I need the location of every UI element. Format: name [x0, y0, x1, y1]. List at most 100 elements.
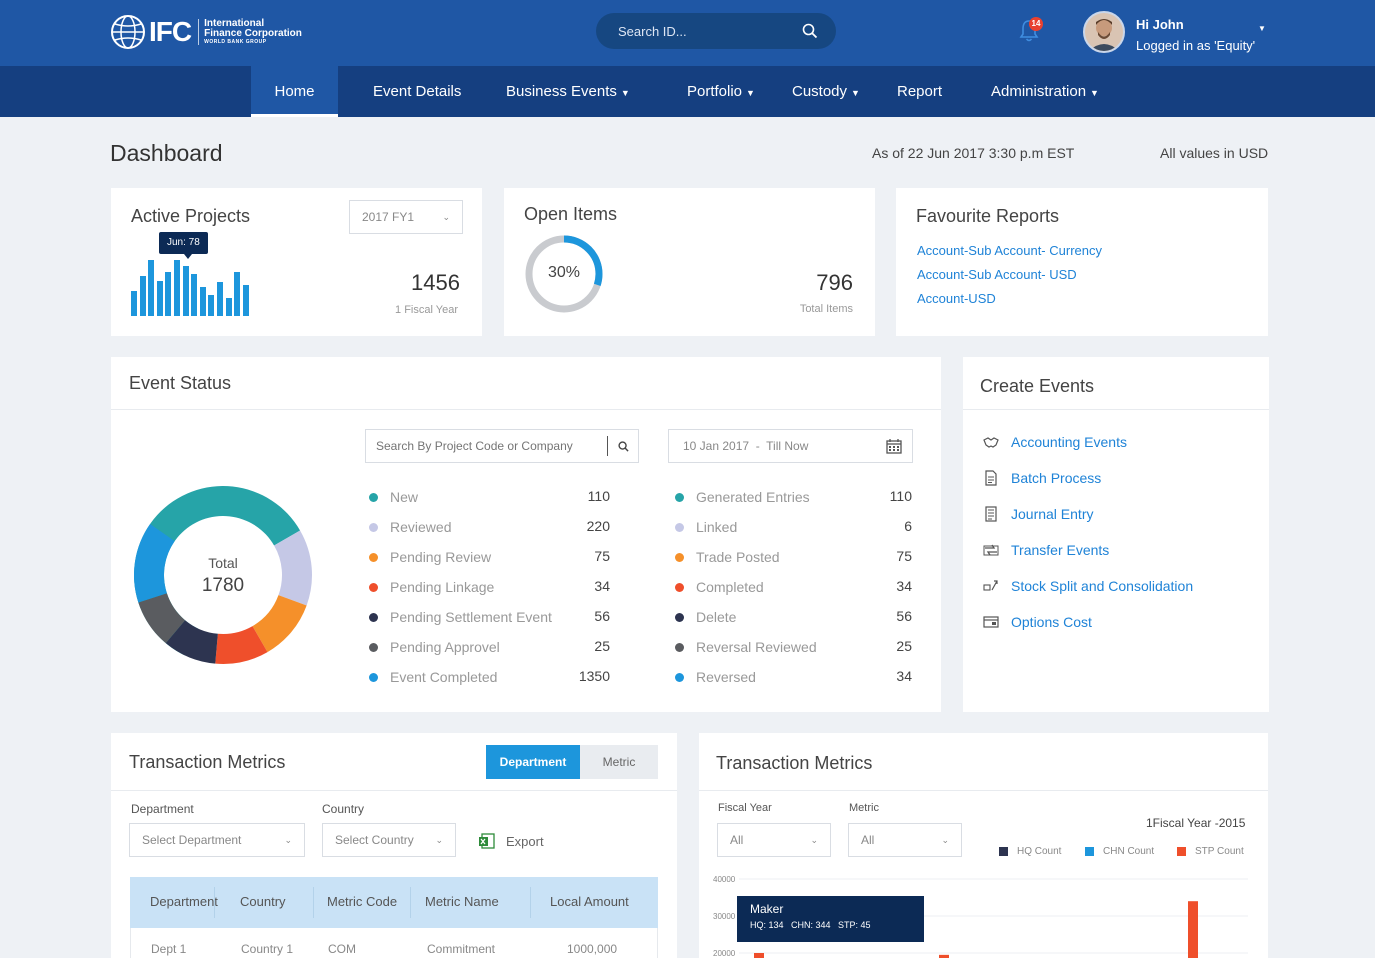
legend-item[interactable]: Event Completed: [369, 667, 497, 687]
legend-item[interactable]: New: [369, 487, 418, 507]
table-row[interactable]: Dept 1 Country 1 COM Commitment 1000,000: [130, 928, 658, 958]
legend-item[interactable]: Pending Review: [369, 547, 491, 567]
legend-item[interactable]: Reversed: [675, 667, 756, 687]
legend-stp: STP Count: [1177, 846, 1244, 857]
mini-bar[interactable]: [174, 260, 180, 316]
search-input[interactable]: [618, 23, 802, 39]
donut-slice-pending-approvel[interactable]: [138, 593, 186, 644]
metric-select[interactable]: All ⌄: [848, 823, 962, 857]
legend-item[interactable]: Trade Posted: [675, 547, 780, 567]
mini-bar[interactable]: [242, 285, 249, 316]
legend-item[interactable]: Pending Linkage: [369, 577, 494, 597]
cell-metric-name: Commitment: [427, 942, 496, 956]
mini-bar[interactable]: [199, 287, 206, 316]
event-search-input[interactable]: [366, 439, 607, 453]
legend-item[interactable]: Linked: [675, 517, 737, 537]
fiscal-year-select[interactable]: All ⌄: [717, 823, 831, 857]
create-journal-entry[interactable]: Journal Entry: [983, 506, 1093, 522]
user-menu-caret-icon[interactable]: ▼: [1258, 24, 1266, 33]
nav-home[interactable]: Home: [251, 66, 338, 117]
nav-custody[interactable]: Custody ▼: [792, 83, 860, 100]
create-transfer-events[interactable]: Transfer Events: [983, 542, 1109, 558]
report-link[interactable]: Account-USD: [917, 291, 996, 306]
donut-slice-event-completed[interactable]: [134, 523, 175, 603]
as-of-timestamp: As of 22 Jun 2017 3:30 p.m EST: [872, 145, 1075, 161]
donut-slice-pending-settlement[interactable]: [165, 620, 218, 664]
country-select[interactable]: Select Country ⌄: [322, 823, 456, 857]
column-header[interactable]: Local Amount: [550, 894, 629, 909]
mini-bar[interactable]: [208, 295, 215, 316]
stp-bar[interactable]: [1188, 901, 1198, 958]
legend-item[interactable]: Delete: [675, 607, 736, 627]
chevron-down-icon: ▼: [851, 88, 860, 98]
legend-item[interactable]: Reviewed: [369, 517, 451, 537]
legend-item[interactable]: Completed: [675, 577, 764, 597]
legend-value: 1350: [578, 668, 610, 684]
search-icon[interactable]: [802, 23, 818, 39]
event-status-card: Event Status 10 Jan 2017 - Till Now Tota…: [111, 357, 941, 712]
legend-item[interactable]: Reversal Reviewed: [675, 637, 817, 657]
journal-icon: [985, 506, 997, 522]
period-select-value: 2017 FY1: [362, 210, 415, 224]
mini-bar[interactable]: [131, 291, 137, 316]
create-batch-process[interactable]: Batch Process: [983, 470, 1101, 486]
globe-icon: [111, 15, 145, 49]
currency-note: All values in USD: [1160, 145, 1269, 161]
favourite-reports-card: Favourite Reports Account-Sub Account- C…: [896, 188, 1268, 336]
nav-event-details[interactable]: Event Details: [373, 83, 462, 100]
legend-dot: [369, 612, 378, 622]
column-header[interactable]: Department: [150, 894, 218, 909]
column-header[interactable]: Country: [240, 894, 286, 909]
period-select[interactable]: 2017 FY1 ⌄: [349, 200, 463, 234]
mini-bar[interactable]: [139, 276, 146, 316]
active-projects-title: Active Projects: [131, 206, 251, 226]
mini-bar[interactable]: [234, 272, 241, 316]
create-stock-split[interactable]: Stock Split and Consolidation: [983, 578, 1193, 594]
transaction-metrics-chart-title: Transaction Metrics: [716, 753, 873, 773]
donut-slice-reviewed[interactable]: [274, 530, 312, 606]
mini-bar[interactable]: [225, 298, 232, 316]
toggle-department[interactable]: Department: [486, 745, 580, 779]
create-accounting-events[interactable]: Accounting Events: [983, 434, 1127, 450]
nav-business-events[interactable]: Business Events ▼: [506, 83, 630, 100]
mini-bar[interactable]: [156, 281, 163, 316]
ifc-logo[interactable]: IFC International Finance Corporation WO…: [110, 14, 302, 50]
nav-administration[interactable]: Administration ▼: [991, 83, 1099, 100]
mini-bar[interactable]: [217, 282, 223, 316]
cell-metric-code: COM: [328, 942, 356, 956]
mini-bar[interactable]: [148, 260, 155, 316]
column-header[interactable]: Metric Code: [327, 894, 398, 909]
transaction-metrics-chart-card: Transaction Metrics Fiscal Year All ⌄ Me…: [699, 733, 1268, 958]
tooltip-arrow: [184, 254, 192, 259]
stp-bar[interactable]: [754, 953, 764, 958]
donut-slice-pending-linkage[interactable]: [215, 626, 268, 664]
report-link[interactable]: Account-Sub Account- Currency: [917, 243, 1102, 258]
mini-bar[interactable]: [182, 266, 189, 316]
search-icon[interactable]: [607, 436, 638, 456]
avatar[interactable]: [1083, 11, 1125, 53]
department-select[interactable]: Select Department ⌄: [129, 823, 305, 857]
legend-item[interactable]: Pending Approvel: [369, 637, 500, 657]
mini-bar[interactable]: [191, 274, 198, 316]
nav-report[interactable]: Report: [897, 83, 943, 100]
legend-label: New: [390, 489, 419, 505]
legend-item[interactable]: Generated Entries: [675, 487, 810, 507]
legend-item[interactable]: Pending Settlement Event: [369, 607, 552, 627]
report-link[interactable]: Account-Sub Account- USD: [917, 267, 1077, 282]
cell-country: Country 1: [241, 942, 294, 956]
nav-portfolio[interactable]: Portfolio ▼: [687, 83, 755, 100]
mini-bar[interactable]: [165, 272, 172, 316]
create-options-cost[interactable]: Options Cost: [983, 614, 1092, 630]
user-info[interactable]: Hi John Logged in as 'Equity': [1136, 14, 1255, 56]
main-nav: Home Event Details Business Events ▼ Port…: [0, 66, 1375, 117]
fiscal-year-label: Fiscal Year: [718, 802, 772, 814]
legend-value: 25: [896, 638, 912, 654]
column-header[interactable]: Metric Name: [425, 894, 499, 909]
donut-slice-pending-review[interactable]: [252, 595, 307, 653]
export-button[interactable]: Export: [478, 832, 544, 850]
active-projects-card: Active Projects 2017 FY1 ⌄ Jun: 78 1456 …: [111, 188, 482, 336]
calendar-icon: [886, 439, 902, 454]
date-range-picker[interactable]: 10 Jan 2017 - Till Now: [668, 429, 913, 463]
stp-bar[interactable]: [939, 954, 949, 958]
toggle-metric[interactable]: Metric: [580, 745, 658, 779]
